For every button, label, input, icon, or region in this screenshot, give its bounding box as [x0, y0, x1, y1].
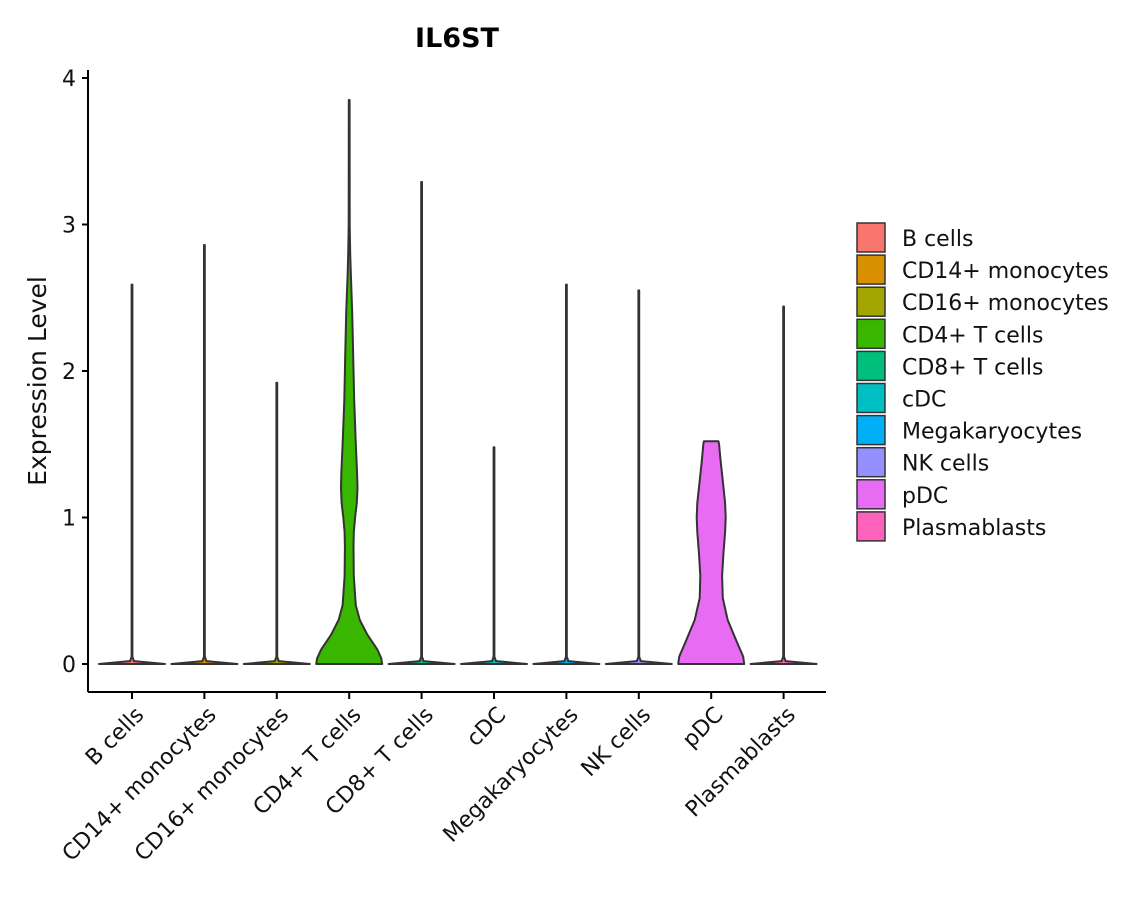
legend-label: cDC: [902, 388, 946, 413]
legend-key: [856, 222, 886, 253]
violin-4: [387, 181, 456, 665]
violin-3: [315, 99, 384, 665]
legend-label: CD8+ T cells: [902, 355, 1043, 380]
legend-key: [856, 286, 886, 317]
x-tick-label: B cells: [81, 703, 149, 771]
legend-key: [856, 414, 886, 446]
legend-label: B cells: [902, 227, 973, 252]
legend: B cells CD14+ monocytes CD16+ monocytes CD4…: [856, 222, 1109, 542]
legend-label: pDC: [902, 484, 948, 509]
violin-0: [98, 283, 166, 665]
legend-key: [856, 350, 886, 382]
y-axis: 0 1 2 3 4: [62, 67, 89, 692]
legend-label: Megakaryocytes: [902, 420, 1082, 445]
y-tick-label: 2: [62, 360, 76, 385]
violin-5: [460, 446, 528, 665]
legend-label: CD4+ T cells: [902, 323, 1043, 348]
x-tick-label: pDC: [678, 703, 728, 753]
legend-key: [856, 318, 886, 350]
y-tick-label: 0: [62, 653, 76, 678]
legend-key: [856, 479, 886, 510]
x-tick-label: cDC: [462, 703, 511, 752]
legend-label: CD14+ monocytes: [902, 259, 1109, 284]
legend-label: NK cells: [902, 452, 989, 477]
violin-8: [677, 440, 746, 665]
legend-label: Plasmablasts: [902, 516, 1046, 541]
legend-key: [856, 382, 886, 414]
y-tick-label: 1: [62, 507, 76, 532]
legend-key: [856, 446, 886, 478]
violin-9: [749, 305, 818, 665]
legend-label: CD16+ monocytes: [902, 291, 1109, 316]
violin-2: [242, 381, 311, 665]
violin-6: [532, 283, 601, 665]
legend-key: [856, 254, 886, 285]
chart-title: IL6ST: [415, 23, 499, 54]
x-tick-label: Megakaryocytes: [439, 703, 584, 848]
violins: [98, 99, 818, 665]
y-tick-label: 3: [62, 214, 76, 239]
y-axis-label: Expression Level: [23, 276, 52, 486]
violin-7: [604, 289, 673, 665]
legend-key: [856, 511, 886, 542]
x-tick-label: NK cells: [577, 703, 656, 782]
violin-1: [170, 244, 239, 665]
y-tick-label: 4: [62, 67, 76, 92]
